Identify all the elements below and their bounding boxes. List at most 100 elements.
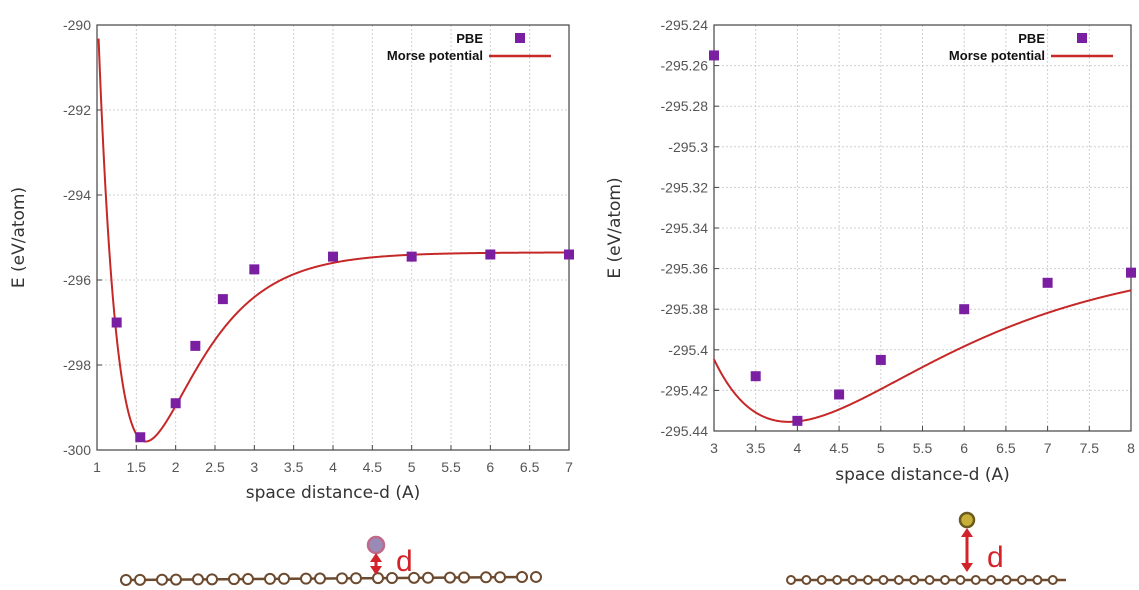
chain-atom — [955, 575, 966, 585]
x-tick-label: 2 — [172, 459, 180, 475]
diagram-left-adatom — [366, 535, 386, 555]
x-tick-label: 5 — [877, 440, 885, 456]
x-tick-label: 5 — [408, 459, 416, 475]
chain-atom — [278, 572, 290, 585]
chain-atom — [134, 573, 146, 586]
chain-atom — [422, 571, 434, 584]
chain-atom — [480, 571, 492, 584]
y-tick-label: -290 — [63, 17, 91, 33]
pbe-point — [750, 371, 761, 382]
pbe-point — [217, 294, 228, 305]
pbe-point — [1126, 267, 1136, 278]
chain-atom — [350, 572, 362, 585]
x-tick-label: 7 — [1044, 440, 1052, 456]
chart-right-pbe-points — [709, 50, 1136, 426]
diagram-left-distance-arrow-icon — [370, 553, 382, 575]
chain-atom — [300, 572, 312, 585]
x-tick-label: 6.5 — [996, 440, 1016, 456]
x-tick-label: 2.5 — [205, 459, 225, 475]
chain-atom — [816, 575, 827, 585]
y-tick-label: -295.3 — [668, 139, 708, 155]
x-tick-label: 6 — [486, 459, 494, 475]
chain-atom — [1001, 575, 1012, 585]
chain-atom — [924, 575, 935, 585]
y-tick-label: -295.34 — [661, 220, 709, 236]
x-tick-label: 3 — [250, 459, 258, 475]
x-tick-label: 4 — [794, 440, 802, 456]
chain-atom — [909, 575, 920, 585]
pbe-point — [170, 398, 181, 409]
chain-atom — [372, 572, 384, 585]
x-tick-label: 1.5 — [127, 459, 147, 475]
chart-right-legend-pbe-marker — [1077, 33, 1087, 43]
x-tick-label: 6.5 — [520, 459, 540, 475]
pbe-point — [959, 304, 970, 315]
x-tick-label: 5.5 — [441, 459, 461, 475]
y-tick-label: -300 — [63, 442, 91, 458]
arrow-head-up — [961, 528, 973, 537]
chart-left-x-label: space distance-d (A) — [246, 483, 421, 503]
chart-right-x-label: space distance-d (A) — [835, 465, 1010, 485]
chart-left-y-ticks: -290 -292 -294 -296 -298 -300 — [63, 17, 102, 458]
pbe-point — [328, 251, 338, 262]
x-tick-label: 5.5 — [913, 440, 933, 456]
y-tick-label: -295.26 — [661, 58, 709, 74]
chain-atom — [242, 573, 254, 586]
chart-left-legend-morse-label: Morse potential — [387, 48, 483, 63]
pbe-point — [875, 354, 886, 365]
y-tick-label: -295.24 — [661, 17, 709, 33]
chart-left-grid — [97, 25, 569, 450]
chain-atom — [444, 571, 456, 584]
chain-atom — [206, 573, 218, 586]
chain-atom — [786, 575, 796, 585]
chain-atom — [893, 575, 904, 585]
pbe-point — [834, 389, 845, 400]
chain-atom — [192, 573, 204, 586]
pbe-point — [111, 317, 122, 328]
diagram-right-d-label: d — [987, 541, 1004, 574]
chain-atom — [156, 573, 168, 586]
chain-atom — [170, 573, 182, 586]
chart-right: 3 3.5 4 4.5 5 5.5 6 6.5 7 7.5 8 -295.24-295.26-295… — [605, 17, 1136, 485]
pbe-point — [485, 249, 496, 260]
diagram-right-adsorption: d — [786, 511, 1066, 585]
y-tick-label: -295.38 — [661, 301, 709, 317]
pbe-point — [249, 264, 260, 275]
chain-atom — [940, 575, 950, 585]
x-tick-label: 3.5 — [746, 440, 766, 456]
chain-atom — [228, 573, 240, 586]
diagram-right-chain-atoms — [786, 575, 1058, 585]
chart-right-legend: PBE Morse potential — [949, 31, 1113, 63]
chart-right-legend-pbe-label: PBE — [1018, 31, 1045, 46]
chart-left-morse-curve — [97, 38, 570, 443]
y-tick-label: -292 — [63, 102, 91, 118]
chain-atom — [264, 572, 276, 585]
chart-right-morse-curve — [713, 289, 1132, 423]
chart-right-legend-morse-label: Morse potential — [949, 48, 1045, 63]
chain-atom — [120, 573, 132, 586]
chain-atom — [516, 571, 528, 584]
chain-atom — [970, 575, 981, 585]
chart-left-y-label: E (eV/atom) — [9, 187, 29, 288]
pbe-point — [135, 432, 146, 443]
arrow-head-up — [370, 553, 382, 562]
chart-left-pbe-points — [111, 249, 574, 443]
pbe-point — [792, 415, 803, 426]
chart-left-legend: PBE Morse potential — [387, 31, 551, 63]
chain-atom — [847, 575, 858, 585]
x-tick-label: 3 — [710, 440, 718, 456]
y-tick-label: -296 — [63, 272, 91, 288]
x-tick-label: 8 — [1127, 440, 1135, 456]
y-tick-label: -295.32 — [661, 179, 709, 195]
chain-atom — [801, 575, 812, 585]
chart-right-x-ticks: 3 3.5 4 4.5 5 5.5 6 6.5 7 7.5 8 — [710, 426, 1135, 456]
diagram-right-adatom — [958, 511, 976, 529]
chain-atom — [458, 571, 470, 584]
x-tick-label: 1 — [93, 459, 101, 475]
chain-atom — [863, 575, 873, 585]
chart-right-grid — [714, 25, 1131, 431]
chain-atom — [832, 575, 843, 585]
y-tick-label: -298 — [63, 357, 91, 373]
chain-atom — [1032, 575, 1043, 585]
